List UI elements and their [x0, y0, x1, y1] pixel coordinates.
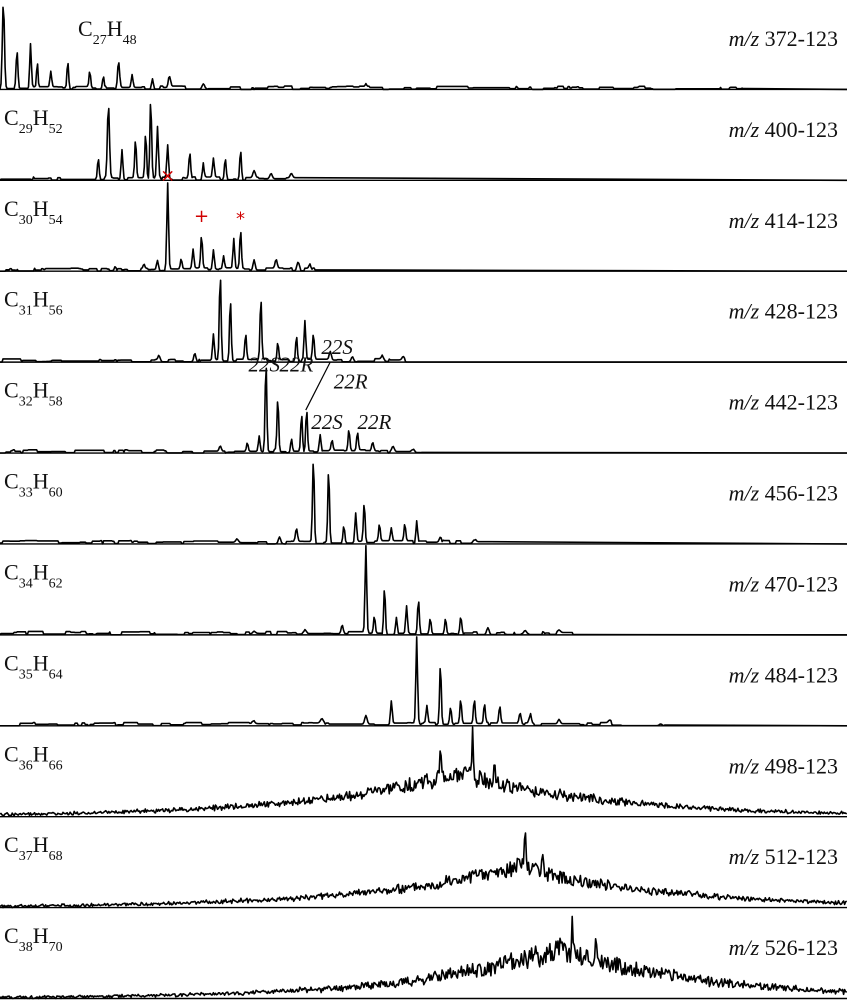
- chromatogram-trace: [0, 636, 847, 727]
- chromatogram-panel: C30H54 m/z 414-123 × + *: [0, 166, 847, 273]
- peak-label: 22R: [280, 352, 314, 376]
- peak-marker: *: [236, 209, 245, 230]
- peak-label: 22S: [321, 335, 353, 359]
- formula-label: C34H62: [4, 559, 63, 591]
- chromatogram-panel: C37H68 m/z 512-123: [0, 832, 847, 909]
- peak-label: 22S: [249, 352, 281, 376]
- mz-label: m/z 470-123: [729, 571, 838, 596]
- formula-label: C37H68: [4, 832, 63, 864]
- peak-label: 22R: [334, 370, 368, 394]
- formula-label: C32H58: [4, 378, 63, 410]
- peak-label: 22S: [311, 410, 343, 434]
- mz-label: m/z 456-123: [729, 481, 838, 506]
- formula-label: C27H48: [78, 16, 137, 48]
- mz-label: m/z 428-123: [729, 299, 838, 324]
- formula-label: C31H56: [4, 287, 63, 319]
- chromatogram-panel: C34H62 m/z 470-123: [0, 544, 847, 636]
- formula-label: C29H52: [4, 105, 63, 137]
- chromatogram-trace: [0, 103, 847, 182]
- mz-label: m/z 484-123: [729, 662, 838, 687]
- mz-label: m/z 372-123: [729, 26, 838, 51]
- peak-marker: ×: [160, 166, 175, 187]
- mz-label: m/z 400-123: [729, 117, 838, 142]
- mz-label: m/z 512-123: [729, 844, 838, 869]
- chromatogram-trace: [0, 726, 847, 817]
- label-leader-line: [305, 361, 331, 411]
- chromatogram-trace: [0, 832, 847, 909]
- chromatogram-trace: [0, 279, 847, 363]
- chromatogram-panel: C36H66 m/z 498-123: [0, 726, 847, 818]
- chromatogram-panel: C27H48 m/z 372-123: [0, 6, 847, 91]
- chromatogram-trace: [0, 463, 847, 545]
- formula-label: C35H64: [4, 650, 63, 682]
- mz-label: m/z 414-123: [729, 208, 838, 233]
- formula-label: C33H60: [4, 469, 63, 501]
- formula-label: C36H66: [4, 741, 63, 773]
- chromatogram-panel: C29H52 m/z 400-123: [0, 103, 847, 182]
- formula-label: C30H54: [4, 196, 63, 228]
- mz-label: m/z 442-123: [729, 390, 838, 415]
- chromatogram-panel: C38H70 m/z 526-123: [0, 915, 847, 1000]
- peak-marker: +: [194, 206, 209, 227]
- chromatogram-panel: C31H56 m/z 428-123: [0, 279, 847, 363]
- peak-label: 22R: [357, 410, 391, 434]
- chromatogram-trace: [0, 915, 847, 1000]
- chromatogram-panel: C35H64 m/z 484-123: [0, 636, 847, 727]
- chromatogram-trace: [0, 367, 847, 454]
- chromatogram-panel: C33H60 m/z 456-123: [0, 463, 847, 545]
- mz-label: m/z 526-123: [729, 935, 838, 960]
- chromatogram-trace: [0, 182, 847, 273]
- chromatogram-trace: [0, 544, 847, 636]
- mz-label: m/z 498-123: [729, 753, 838, 778]
- formula-label: C38H70: [4, 923, 63, 955]
- chromatogram-trace: [0, 6, 847, 91]
